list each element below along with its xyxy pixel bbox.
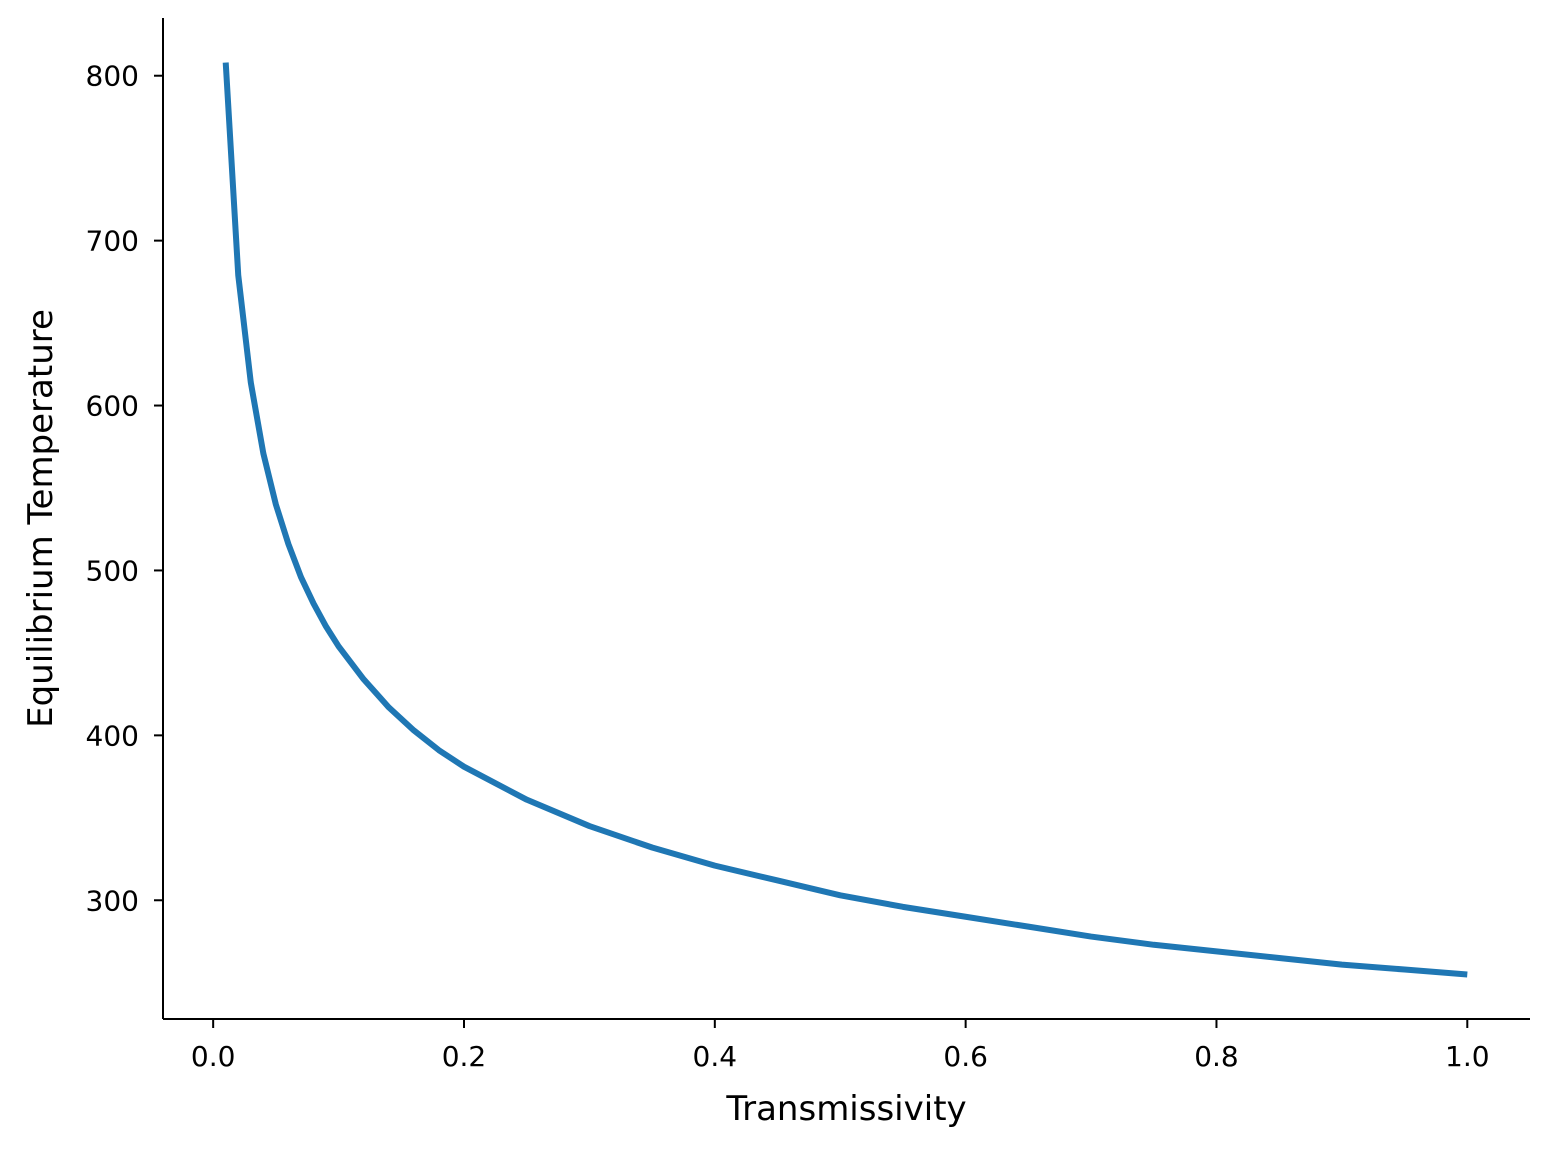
x-axis-label: Transmissivity — [725, 1089, 966, 1129]
x-tick-label: 0.4 — [693, 1040, 738, 1073]
x-tick-label: 0.0 — [191, 1040, 236, 1073]
x-tick-label: 0.8 — [1194, 1040, 1239, 1073]
series-line — [222, 62, 1468, 978]
y-tick-label: 600 — [86, 390, 139, 423]
y-axis-label: Equilibrium Temperature — [21, 309, 61, 728]
y-tick-label: 400 — [86, 719, 139, 752]
x-tick-label: 1.0 — [1445, 1040, 1490, 1073]
plot-area — [222, 62, 1468, 978]
x-tick-label: 0.2 — [442, 1040, 487, 1073]
y-tick-label: 300 — [86, 884, 139, 917]
y-tick-label: 500 — [86, 554, 139, 587]
x-tick-label: 0.6 — [943, 1040, 988, 1073]
axes: 0.0 0.2 0.4 0.6 0.8 1.0 300 400 500 600 700 800 — [86, 18, 1530, 1073]
y-tick-label: 700 — [86, 225, 139, 258]
y-tick-label: 800 — [86, 60, 139, 93]
